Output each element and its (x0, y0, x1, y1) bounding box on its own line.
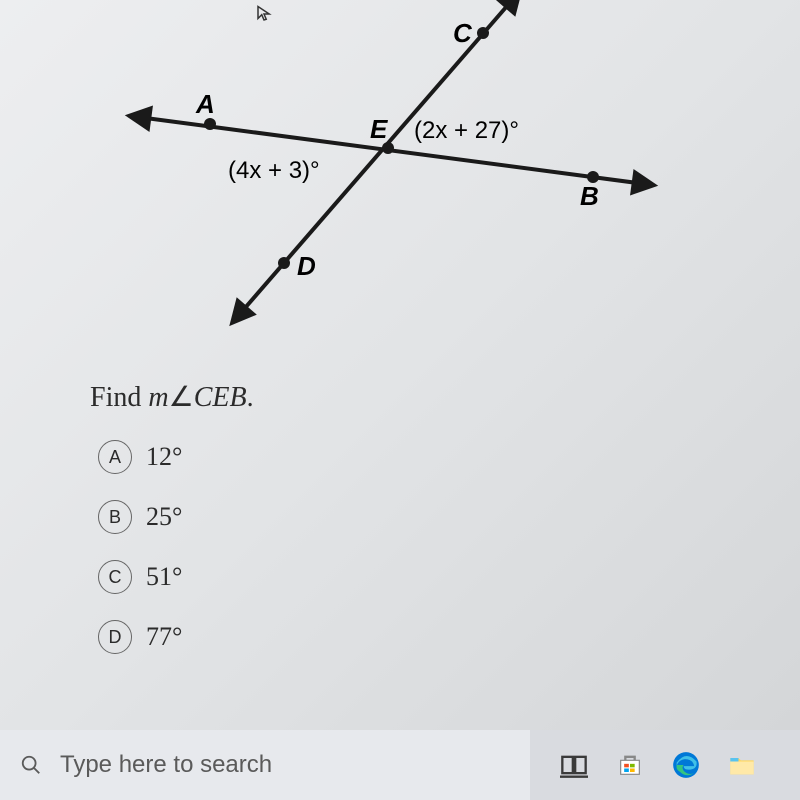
option-letter: A (98, 440, 132, 474)
prompt-pre: Find (90, 382, 148, 413)
windows-taskbar: Type here to search (0, 730, 800, 800)
search-icon (20, 754, 42, 776)
edge-icon[interactable] (672, 751, 700, 779)
option-a[interactable]: A 12° (98, 440, 182, 474)
prompt-pts: CEB (194, 382, 247, 413)
search-placeholder: Type here to search (60, 751, 272, 779)
cursor-icon (255, 5, 273, 23)
label-b: B (580, 181, 599, 211)
answer-options: A 12° B 25° C 51° D 77° (98, 440, 182, 680)
explorer-icon[interactable] (728, 751, 756, 779)
label-c: C (453, 18, 473, 48)
angle-ceb-expr: (2x + 27)° (414, 117, 519, 144)
label-d: D (297, 251, 316, 281)
prompt-post: . (247, 382, 254, 413)
point-c (477, 27, 489, 39)
option-value: 25° (146, 502, 182, 532)
option-value: 12° (146, 442, 182, 472)
option-value: 51° (146, 562, 182, 592)
label-e: E (370, 114, 388, 144)
option-letter: B (98, 500, 132, 534)
option-value: 77° (146, 622, 182, 652)
question-prompt: Find m∠CEB. (90, 380, 254, 414)
prompt-angle: ∠ (169, 382, 194, 413)
store-icon[interactable] (616, 751, 644, 779)
option-c[interactable]: C 51° (98, 560, 182, 594)
option-letter: C (98, 560, 132, 594)
option-letter: D (98, 620, 132, 654)
angle-aed-expr: (4x + 3)° (228, 157, 320, 184)
option-b[interactable]: B 25° (98, 500, 182, 534)
point-a (204, 118, 216, 130)
geometry-diagram: A B C D E (4x + 3)° (2x + 27)° (0, 0, 800, 340)
point-d (278, 257, 290, 269)
task-view-icon[interactable] (560, 751, 588, 779)
label-a: A (195, 89, 215, 119)
prompt-m: m (148, 382, 168, 413)
option-d[interactable]: D 77° (98, 620, 182, 654)
taskbar-search[interactable]: Type here to search (0, 730, 530, 800)
